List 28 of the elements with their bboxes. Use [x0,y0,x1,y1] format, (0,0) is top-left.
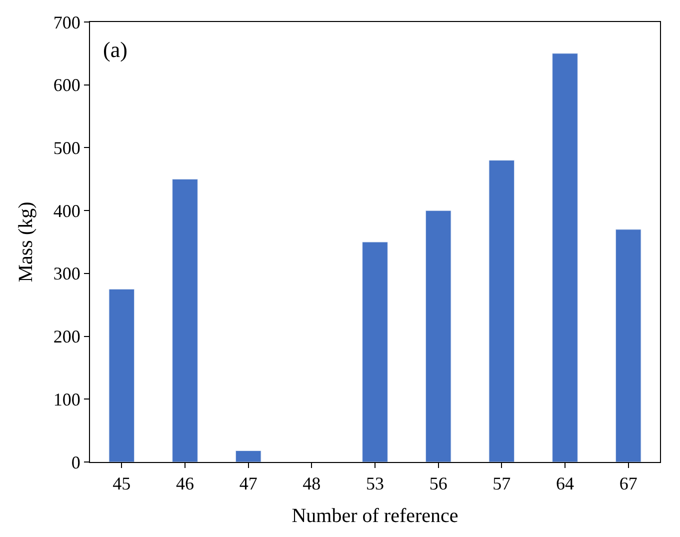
x-tick-label: 67 [619,474,638,494]
bar [615,229,642,462]
y-tick-label: 200 [53,326,80,347]
x-tick-label: 57 [492,474,511,494]
x-tick-label: 48 [302,474,321,494]
y-axis-title: Mass (kg) [14,202,37,282]
bar [552,53,578,462]
y-tick-label: 300 [53,264,80,284]
bar [235,450,262,462]
x-tick-label: 47 [239,474,258,494]
y-tick-label: 700 [53,12,80,32]
x-tick-label: 64 [556,474,574,494]
bar [488,160,515,462]
bar [172,178,198,462]
x-tick-label: 53 [366,474,384,494]
x-axis-title: Number of reference [292,505,458,528]
bar [425,210,452,462]
x-tick-label: 46 [176,474,194,494]
x-tick-label: 45 [112,474,131,494]
y-tick-label: 400 [53,200,80,221]
bar [108,288,135,462]
y-tick-label: 600 [53,75,80,96]
y-tick-label: 0 [71,452,80,472]
x-tick-label: 56 [429,474,448,494]
bar [362,242,388,462]
y-tick-label: 500 [53,138,80,158]
y-tick-label: 100 [53,389,80,410]
annotation: (a) [103,37,128,62]
